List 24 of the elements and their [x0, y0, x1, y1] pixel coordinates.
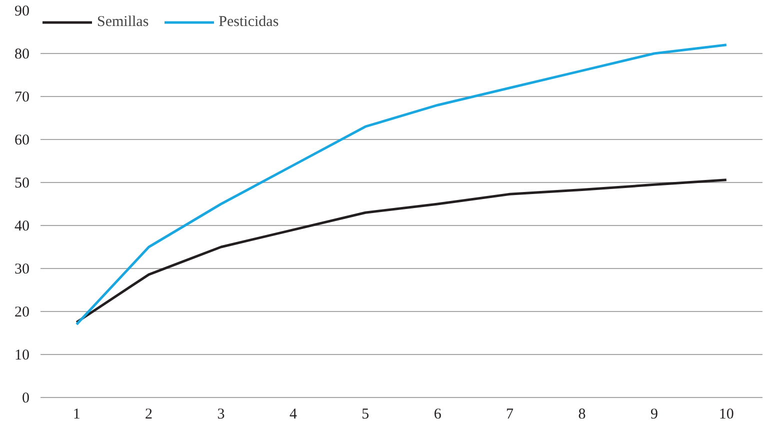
x-tick-label: 5	[362, 406, 370, 421]
x-tick-label: 4	[289, 406, 298, 421]
line-series	[75, 44, 728, 326]
y-tick-label: 0	[22, 390, 30, 406]
x-tick-label: 1	[72, 406, 80, 421]
legend-label: Pesticidas	[218, 14, 279, 30]
y-tick-label: 10	[14, 348, 30, 364]
x-tick-label: 8	[578, 406, 586, 421]
y-tick-label: 80	[14, 46, 30, 62]
x-tick-label: 6	[434, 406, 442, 421]
x-tick-label: 10	[718, 406, 734, 421]
y-tick-label: 90	[14, 4, 30, 20]
x-tick-label: 7	[506, 406, 514, 421]
y-tick-label: 40	[14, 218, 30, 234]
legend-label: Semillas	[97, 14, 149, 30]
x-tick-label: 2	[145, 406, 153, 421]
y-tick-label: 20	[14, 304, 30, 320]
y-tick-label: 30	[14, 262, 30, 278]
line-series	[75, 178, 728, 324]
y-tick-label: 50	[14, 176, 30, 192]
x-tick-label: 9	[650, 406, 658, 421]
y-tick-label: 60	[14, 132, 30, 148]
x-tick-label: 3	[217, 406, 225, 421]
y-tick-label: 70	[14, 90, 30, 106]
